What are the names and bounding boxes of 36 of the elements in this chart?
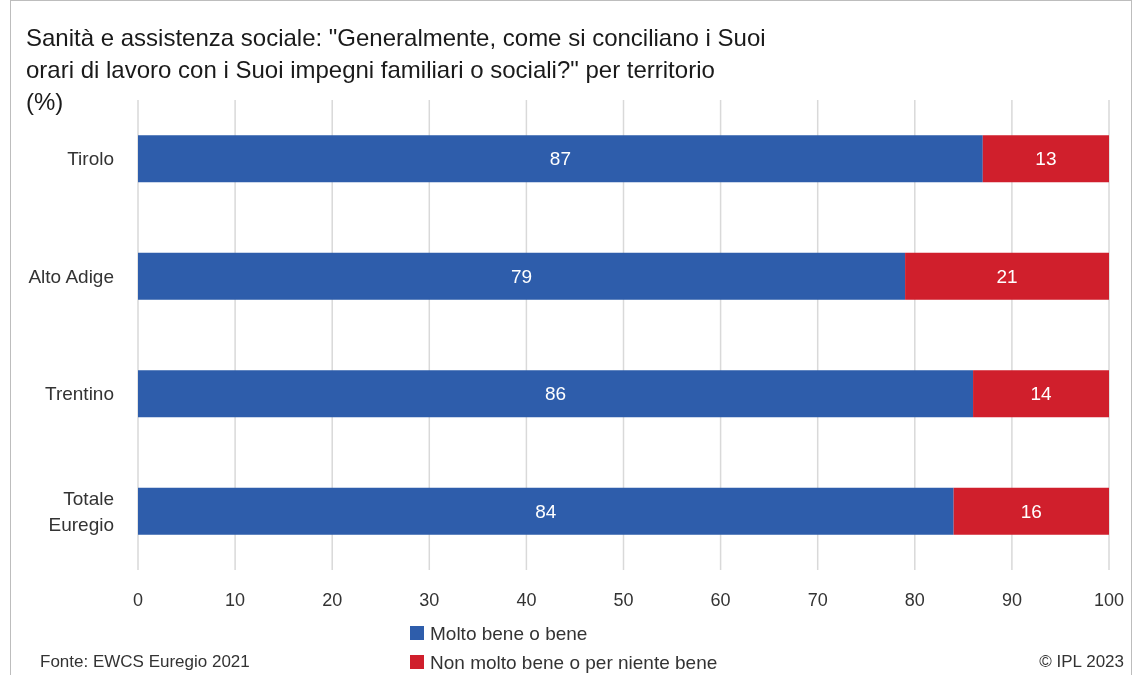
x-tick-label: 30	[419, 590, 440, 610]
bar	[905, 252, 1109, 300]
x-tick-label: 80	[904, 590, 925, 610]
x-tick-label: 70	[807, 590, 828, 610]
x-tick-label: 50	[613, 590, 634, 610]
data-label: 16	[1020, 500, 1042, 522]
y-tick-label: Trentino	[45, 383, 114, 405]
bar	[138, 252, 906, 300]
bar	[138, 370, 974, 418]
x-tick-label: 40	[516, 590, 537, 610]
x-tick-label: 0	[132, 590, 144, 610]
bar	[973, 370, 1109, 418]
y-tick-label: Tirolo	[67, 148, 114, 170]
y-tick-label: Alto Adige	[28, 265, 114, 287]
text: © IPL 2023	[1039, 652, 1124, 671]
bar	[138, 135, 983, 183]
bar	[138, 487, 954, 535]
chart-title: Sanità e assistenza sociale: "Generalmente, come si conciliano i Suoi orari di lavoro con i Suoi impegni familiari o sociali?" per territorio (%)	[26, 24, 766, 115]
x-tick-label: 60	[710, 590, 731, 610]
data-label: 87	[549, 148, 571, 170]
x-tick-label: 20	[322, 590, 343, 610]
y-tick-label: Totale Euregio	[48, 487, 114, 535]
x-tick-label: 100	[1093, 590, 1125, 610]
data-label: 13	[1035, 148, 1057, 170]
x-tick-label: 90	[1001, 590, 1022, 610]
source-note: Fonte: EWCS Euregio 2021	[40, 652, 250, 671]
legend-label: Non molto bene o per niente bene	[430, 651, 718, 673]
data-label: 84	[535, 500, 557, 522]
data-label: 86	[544, 383, 567, 405]
data-label: 79	[510, 265, 533, 287]
bar	[953, 487, 1109, 535]
legend-label: Molto bene o bene	[430, 622, 588, 644]
data-label: 21	[996, 265, 1018, 287]
data-label: 14	[1030, 383, 1053, 405]
bar	[982, 135, 1109, 183]
x-tick-label: 10	[225, 590, 246, 610]
